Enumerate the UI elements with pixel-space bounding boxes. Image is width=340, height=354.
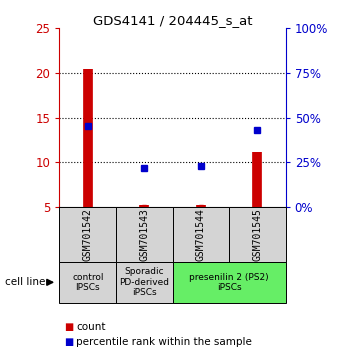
- Text: ■: ■: [65, 322, 74, 332]
- Text: Sporadic
PD-derived
iPSCs: Sporadic PD-derived iPSCs: [119, 267, 169, 297]
- Bar: [229, 207, 286, 262]
- Bar: [59, 262, 116, 303]
- Text: GSM701545: GSM701545: [252, 208, 262, 261]
- Text: ■: ■: [65, 337, 74, 347]
- Bar: [59, 207, 116, 262]
- Text: count: count: [76, 322, 106, 332]
- Text: GSM701544: GSM701544: [196, 208, 206, 261]
- Text: presenilin 2 (PS2)
iPSCs: presenilin 2 (PS2) iPSCs: [189, 273, 269, 292]
- Text: GSM701543: GSM701543: [139, 208, 149, 261]
- Bar: [116, 207, 172, 262]
- Bar: [172, 207, 229, 262]
- Text: control
IPSCs: control IPSCs: [72, 273, 103, 292]
- Bar: [116, 262, 172, 303]
- Text: GSM701542: GSM701542: [83, 208, 93, 261]
- Text: percentile rank within the sample: percentile rank within the sample: [76, 337, 252, 347]
- Bar: [172, 262, 286, 303]
- Title: GDS4141 / 204445_s_at: GDS4141 / 204445_s_at: [93, 14, 252, 27]
- Text: cell line: cell line: [5, 277, 46, 287]
